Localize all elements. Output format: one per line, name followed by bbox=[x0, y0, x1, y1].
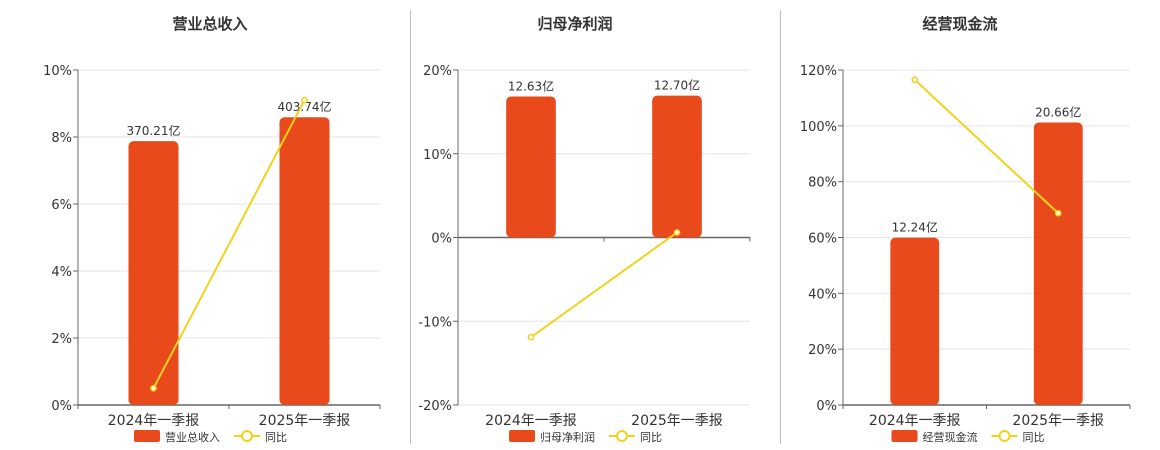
chart1-bar-value-label: 370.21亿 bbox=[127, 123, 181, 138]
chart1-legend-line-marker bbox=[241, 430, 253, 442]
chart3-legend-bar-label: 经营现金流 bbox=[923, 430, 978, 444]
chart2-y-tick-label: 10% bbox=[423, 148, 452, 163]
chart3-title: 经营现金流 bbox=[922, 15, 997, 33]
chart1-yoy-line bbox=[152, 99, 306, 389]
chart2-x-category-label: 2024年一季报 bbox=[485, 413, 577, 429]
chart1-bar-value-label: 403.74亿 bbox=[278, 99, 332, 114]
chart2-legend-bar-swatch bbox=[509, 430, 535, 442]
chart2-x-category-label: 2025年一季报 bbox=[631, 413, 723, 429]
chart2-bar-value-label: 12.70亿 bbox=[654, 78, 700, 93]
chart2-y-tick-label: -10% bbox=[418, 315, 452, 330]
chart3-yoy-point bbox=[911, 76, 919, 84]
chart3-x-category-label: 2024年一季报 bbox=[869, 413, 961, 429]
chart2-yoy-line bbox=[530, 231, 678, 338]
chart1-x-category-label: 2025年一季报 bbox=[259, 413, 351, 429]
chart2-yoy-point bbox=[527, 333, 535, 341]
chart2-legend-bar-label: 归母净利润 bbox=[540, 430, 595, 444]
panel-divider-1 bbox=[410, 10, 411, 444]
chart3-legend-line-label: 同比 bbox=[1023, 431, 1045, 444]
panel-divider-2 bbox=[780, 10, 781, 444]
chart1-y-tick-label: 10% bbox=[43, 64, 72, 79]
chart3-y-tick-label: 60% bbox=[808, 232, 837, 247]
chart1-title: 营业总收入 bbox=[172, 15, 247, 33]
chart2-bar bbox=[506, 96, 556, 238]
chart3-y-tick-label: 0% bbox=[816, 399, 837, 414]
chart3-y-tick-label: 100% bbox=[800, 120, 837, 135]
chart1-x-category-label: 2024年一季报 bbox=[108, 413, 200, 429]
chart3-x-category-label: 2025年一季报 bbox=[1012, 413, 1104, 429]
chart3-legend-line-marker bbox=[998, 430, 1011, 442]
chart3-bar-value-label: 20.66亿 bbox=[1035, 105, 1081, 120]
chart2-bar bbox=[652, 95, 702, 238]
chart1-legend-line-label: 同比 bbox=[265, 431, 287, 444]
chart3-y-tick-label: 80% bbox=[808, 176, 837, 191]
chart2-legend-line-marker bbox=[616, 430, 628, 442]
chart3-yoy-point bbox=[1054, 209, 1062, 217]
chart1-y-tick-label: 6% bbox=[51, 198, 72, 213]
chart3-legend-bar-swatch bbox=[891, 430, 918, 442]
chart1-legend-bar-swatch bbox=[134, 430, 160, 442]
chart3-y-tick-label: 40% bbox=[808, 287, 837, 302]
chart1-y-tick-label: 4% bbox=[51, 265, 72, 280]
chart2-bar-value-label: 12.63亿 bbox=[508, 78, 554, 93]
chart3-y-tick-label: 20% bbox=[808, 343, 837, 358]
chart1-yoy-point bbox=[150, 384, 157, 392]
chart2-yoy-point bbox=[673, 229, 681, 236]
chart1-y-tick-label: 2% bbox=[51, 332, 72, 347]
chart3-bar bbox=[890, 237, 940, 405]
chart1-y-tick-label: 0% bbox=[51, 399, 72, 414]
chart2-y-tick-label: 20% bbox=[423, 64, 452, 79]
chart3-bar-value-label: 12.24亿 bbox=[892, 220, 938, 235]
chart2-title: 归母净利润 bbox=[537, 15, 612, 33]
chart2-legend-line-label: 同比 bbox=[640, 431, 662, 444]
chart1-y-tick-label: 8% bbox=[51, 131, 72, 146]
chart2-y-tick-label: 0% bbox=[431, 232, 452, 247]
chart1-bar bbox=[279, 117, 330, 405]
chart1-bar bbox=[128, 141, 179, 406]
chart1-yoy-point bbox=[301, 96, 308, 104]
chart2-y-tick-label: -20% bbox=[418, 399, 452, 414]
chart1-legend-bar-label: 营业总收入 bbox=[165, 430, 220, 444]
chart3-bar bbox=[1033, 122, 1083, 406]
chart3-y-tick-label: 120% bbox=[800, 64, 837, 79]
chart3-yoy-line bbox=[914, 79, 1059, 214]
